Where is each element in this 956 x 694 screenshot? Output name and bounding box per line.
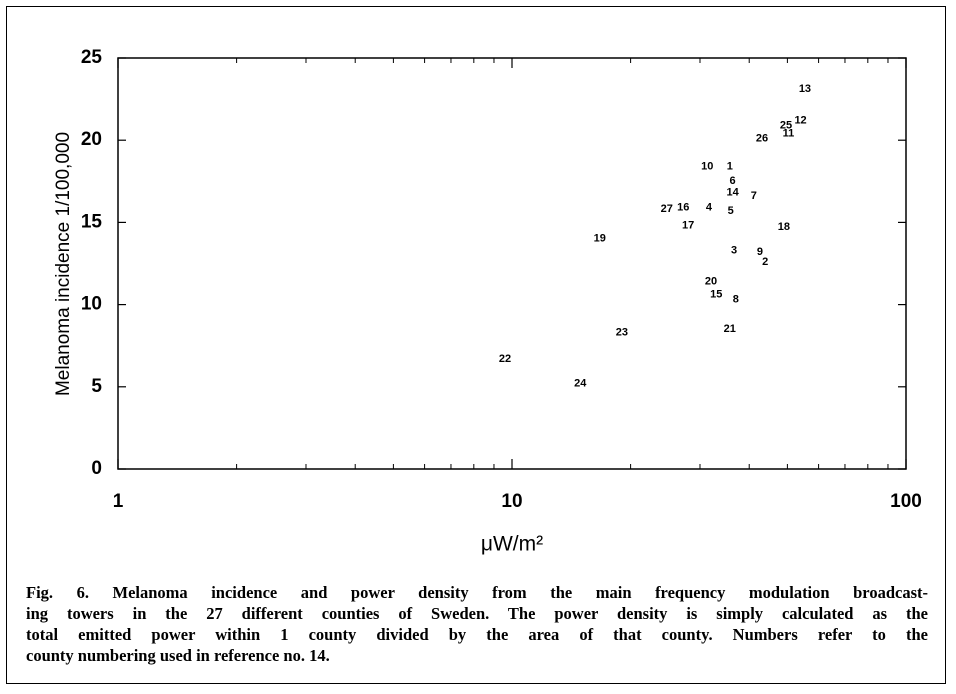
- y-tick-label: 15: [81, 211, 103, 232]
- y-tick-label: 5: [91, 376, 102, 397]
- data-point: 7: [751, 190, 757, 202]
- x-tick-label: 1: [113, 491, 124, 512]
- data-point: 24: [574, 377, 587, 389]
- y-tick-label: 10: [81, 294, 102, 315]
- data-point: 21: [724, 323, 736, 335]
- data-point: 17: [682, 220, 694, 232]
- x-axis-label: μW/m²: [481, 533, 543, 556]
- data-point: 13: [799, 83, 811, 95]
- y-axis-label: Melanoma incidence 1/100,000: [53, 132, 74, 396]
- data-point: 6: [730, 175, 736, 187]
- caption: Fig. 6. Melanoma incidence and power den…: [26, 582, 928, 666]
- data-point: 11: [783, 128, 795, 140]
- data-point: 20: [705, 275, 717, 287]
- data-point: 9: [757, 246, 763, 258]
- x-tick-label: 10: [501, 491, 522, 512]
- x-tick-label: 100: [890, 491, 922, 512]
- data-point: 15: [710, 289, 722, 301]
- chart: Melanoma incidence 1/100,000 μW/m² 0 5 10 1…: [53, 47, 922, 556]
- caption-line: total emitted power within 1 county divi…: [26, 625, 928, 644]
- y-tick-label: 20: [81, 129, 102, 150]
- caption-line: Fig. 6. Melanoma incidence and power den…: [26, 583, 928, 602]
- data-point: 19: [594, 233, 606, 245]
- caption-line: ing towers in the 27 different counties …: [26, 604, 928, 623]
- data-point: 8: [733, 294, 739, 306]
- data-point: 27: [661, 203, 673, 215]
- y-tick-label: 25: [81, 47, 103, 68]
- figure-frame: [6, 6, 946, 684]
- data-point: 1: [727, 160, 733, 172]
- y-tick-label: 0: [91, 458, 102, 479]
- data-point: 12: [794, 114, 806, 126]
- data-point: 14: [726, 187, 739, 199]
- data-point: 26: [756, 132, 768, 144]
- data-point: 10: [701, 160, 713, 172]
- data-point: 3: [731, 244, 737, 256]
- data-point: 22: [499, 353, 511, 365]
- data-point: 16: [677, 202, 689, 214]
- caption-line: county numbering used in reference no. 1…: [26, 646, 330, 665]
- data-point: 2: [762, 256, 768, 268]
- data-point: 23: [616, 326, 628, 338]
- data-point: 5: [728, 205, 734, 217]
- data-point: 18: [778, 221, 790, 233]
- data-point: 4: [706, 202, 713, 214]
- data-point: 25: [780, 119, 792, 131]
